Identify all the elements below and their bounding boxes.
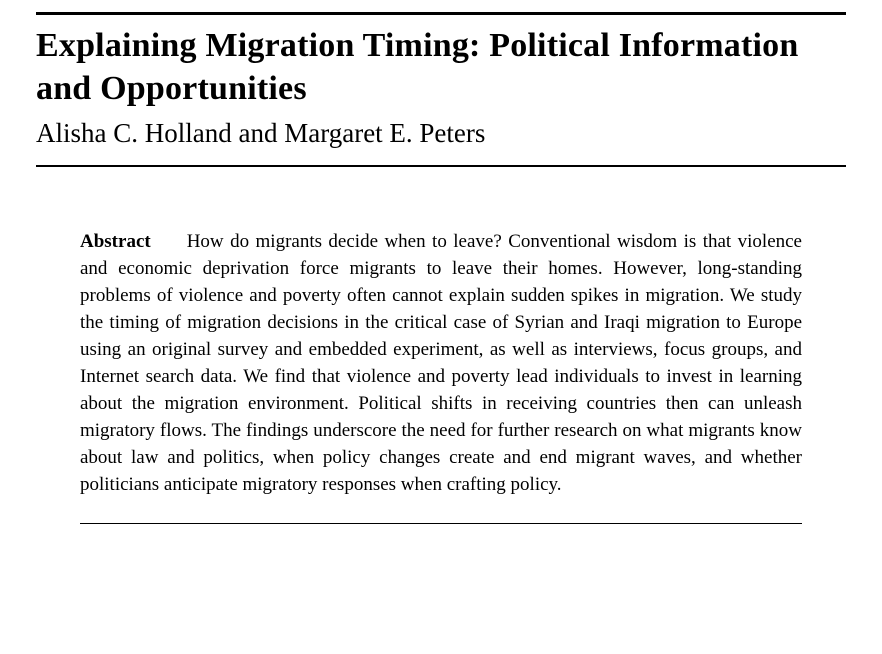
top-rule <box>36 12 846 15</box>
title-rule <box>36 165 846 167</box>
abstract-body: How do migrants decide when to leave? Co… <box>80 231 802 495</box>
abstract-section: AbstractHow do migrants decide when to l… <box>36 229 846 524</box>
abstract-label: Abstract <box>80 231 151 252</box>
abstract-rule <box>80 523 802 524</box>
abstract-paragraph: AbstractHow do migrants decide when to l… <box>80 229 802 499</box>
paper-page: Explaining Migration Timing: Political I… <box>0 0 882 654</box>
paper-title: Explaining Migration Timing: Political I… <box>36 25 846 110</box>
paper-authors: Alisha C. Holland and Margaret E. Peters <box>36 118 846 149</box>
